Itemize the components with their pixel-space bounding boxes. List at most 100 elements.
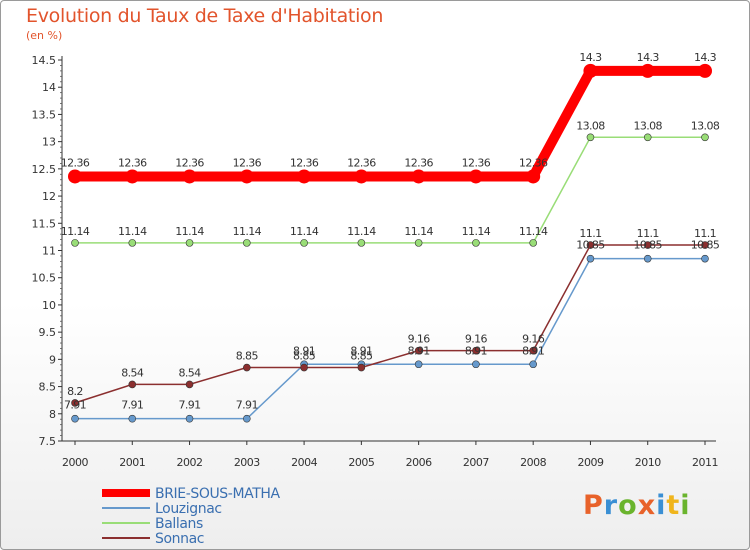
data-point xyxy=(125,169,140,184)
data-label: 8.54 xyxy=(121,366,144,379)
chart-unit: (en %) xyxy=(26,29,63,42)
data-label: 12.36 xyxy=(347,156,376,169)
data-point xyxy=(414,239,423,247)
data-point xyxy=(526,169,541,184)
data-label: 14.3 xyxy=(637,51,660,64)
data-label: 12.36 xyxy=(233,156,262,169)
data-point xyxy=(185,380,194,389)
data-point xyxy=(701,133,709,142)
data-point xyxy=(68,169,82,184)
data-label: 8.91 xyxy=(522,344,544,357)
y-tick-label: 7.5 xyxy=(39,435,57,448)
data-label: 14.3 xyxy=(579,51,602,64)
data-label: 11.14 xyxy=(175,225,204,238)
data-label: 9.16 xyxy=(465,333,488,346)
y-tick-label: 11 xyxy=(42,245,56,258)
data-label: 8.91 xyxy=(293,344,315,357)
x-tick-label: 2006 xyxy=(406,456,432,469)
data-label: 7.91 xyxy=(64,399,86,412)
data-point xyxy=(472,346,480,355)
data-point xyxy=(300,363,308,372)
y-tick-label: 9.5 xyxy=(39,326,57,339)
proxiti-logo: Proxiti xyxy=(583,490,691,521)
x-tick-label: 2003 xyxy=(234,456,260,469)
data-label: 11.14 xyxy=(118,225,147,238)
y-tick-label: 13.5 xyxy=(32,108,57,121)
y-tick-label: 8.5 xyxy=(39,381,57,394)
data-label: 11.14 xyxy=(290,225,319,238)
axes: 7.5 8 8.5 9 9.5 10 10.5 11 11.5 12 12.5 13 13.5 14 14.… xyxy=(32,54,719,469)
data-label: 8.91 xyxy=(350,344,372,357)
data-point xyxy=(185,239,194,247)
series-line-louzignac xyxy=(74,257,706,420)
legend-label-louzignac: Louzignac xyxy=(155,501,222,517)
data-point xyxy=(472,360,480,369)
data-label: 9.16 xyxy=(408,333,431,346)
data-point xyxy=(472,239,480,247)
data-point xyxy=(586,254,595,263)
data-point xyxy=(698,63,712,78)
data-label: 11.14 xyxy=(404,225,433,238)
data-point xyxy=(128,239,137,247)
data-label: 11.1 xyxy=(579,227,601,240)
data-point xyxy=(128,414,137,423)
x-tick-label: 2010 xyxy=(635,456,661,469)
data-label: 8.91 xyxy=(465,344,487,357)
data-label: 8.54 xyxy=(178,366,201,379)
data-point xyxy=(640,63,655,78)
y-tick-label: 12 xyxy=(42,190,56,203)
series-line-brie-sous-matha xyxy=(70,65,710,182)
data-point xyxy=(529,239,537,247)
data-label: 13.08 xyxy=(691,119,720,132)
y-tick-label: 10.5 xyxy=(32,272,57,285)
data-point xyxy=(297,169,312,184)
data-label: 10.85 xyxy=(576,239,605,252)
y-tick-label: 12.5 xyxy=(32,163,57,176)
data-label: 12.36 xyxy=(118,156,147,169)
data-label: 8.85 xyxy=(236,350,259,363)
data-point xyxy=(643,133,652,142)
data-point xyxy=(185,414,194,423)
data-point xyxy=(643,254,652,263)
data-label: 11.14 xyxy=(61,225,90,238)
data-label: 12.36 xyxy=(290,156,319,169)
data-label: 7.91 xyxy=(178,399,200,412)
data-point xyxy=(71,239,79,247)
y-tick-label: 14.5 xyxy=(32,54,57,67)
series-line-sonnac xyxy=(74,244,706,404)
data-label: 12.36 xyxy=(175,156,204,169)
x-tick-label: 2005 xyxy=(348,456,374,469)
data-point xyxy=(239,169,254,184)
y-tick-label: 10 xyxy=(42,299,56,312)
x-tick-label: 2011 xyxy=(692,456,718,469)
legend-label-sonnac: Sonnac xyxy=(155,531,204,547)
data-point xyxy=(243,414,251,423)
data-label: 14.3 xyxy=(694,51,717,64)
x-tick-label: 2009 xyxy=(577,456,603,469)
data-point xyxy=(128,380,137,389)
data-point xyxy=(354,169,369,184)
data-point xyxy=(468,169,483,184)
data-point xyxy=(357,239,366,247)
data-point xyxy=(643,241,652,249)
data-label: 10.85 xyxy=(691,239,720,252)
y-tick-label: 14 xyxy=(42,81,56,94)
data-label: 11.1 xyxy=(637,227,659,240)
data-point xyxy=(583,63,598,78)
data-label: 10.85 xyxy=(633,239,662,252)
legend-label-ballans: Ballans xyxy=(155,516,203,532)
data-point xyxy=(71,414,79,423)
y-tick-label: 9 xyxy=(49,353,56,366)
data-label: 8.2 xyxy=(67,385,83,398)
x-tick-label: 2002 xyxy=(177,456,203,469)
data-label: 8.85 xyxy=(293,350,316,363)
data-label: 8.91 xyxy=(408,344,430,357)
data-point xyxy=(243,239,251,247)
data-label: 12.36 xyxy=(462,156,491,169)
series-line-ballans xyxy=(74,136,706,244)
data-point xyxy=(701,254,709,263)
data-label: 9.16 xyxy=(522,333,545,346)
series-lines xyxy=(68,63,712,423)
